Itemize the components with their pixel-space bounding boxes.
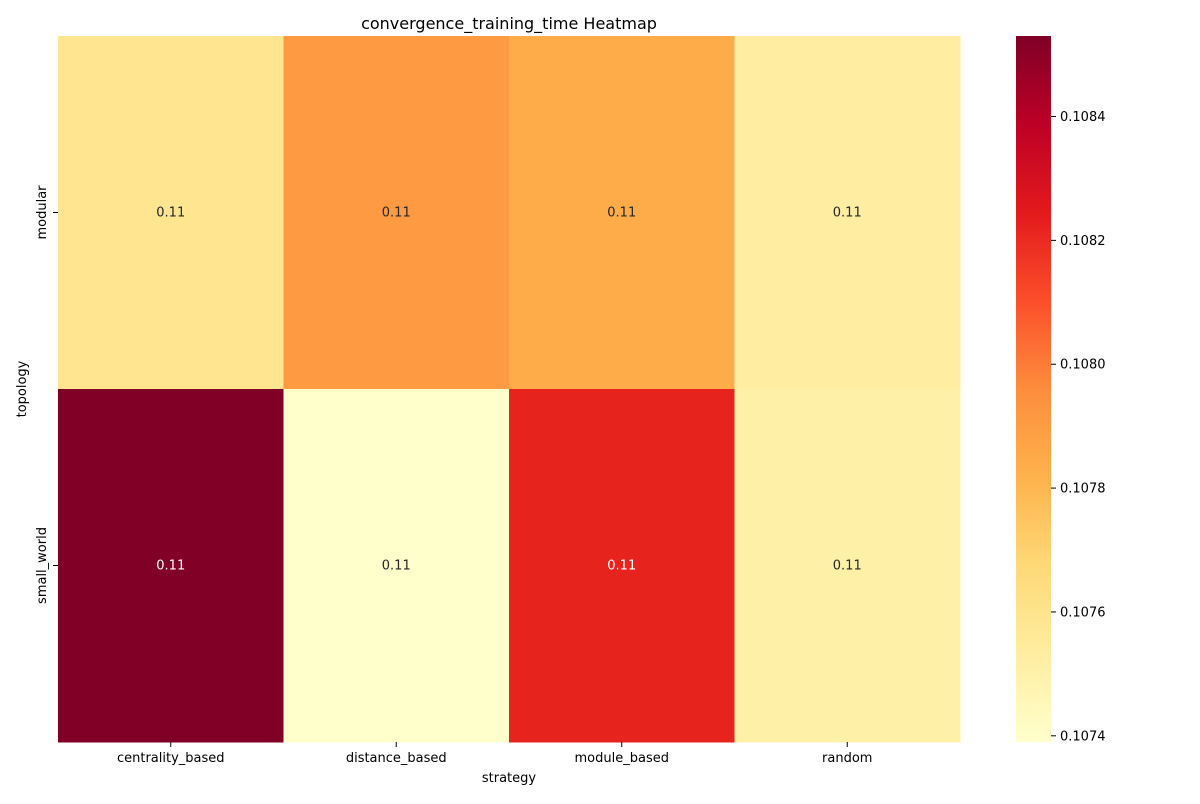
colorbar: 0.1074 0.1076 0.1078 0.1080 0.1082 0.1084: [1016, 36, 1106, 744]
x-tick-label: distance_based: [346, 751, 447, 766]
x-axis-label: strategy: [482, 771, 537, 786]
x-tick-label: random: [822, 751, 872, 766]
heatmap-cell: [734, 389, 961, 743]
chart-title: convergence_training_time Heatmap: [361, 14, 657, 34]
colorbar-tick-label: 0.1084: [1060, 110, 1106, 125]
x-tick-label: centrality_based: [117, 751, 225, 766]
heatmap-cell: [283, 36, 510, 390]
heatmap-cell: [283, 389, 510, 743]
colorbar-tick-label: 0.1074: [1060, 729, 1106, 744]
x-tick-label: module_based: [575, 751, 669, 766]
cell-annotation: 0.11: [833, 206, 862, 221]
cell-annotation: 0.11: [833, 559, 862, 574]
colorbar-gradient: [1016, 36, 1051, 742]
cell-annotation: 0.11: [382, 559, 411, 574]
heatmap-cell: [58, 389, 284, 743]
cell-annotation: 0.11: [607, 559, 636, 574]
colorbar-tick-label: 0.1082: [1060, 234, 1106, 249]
cell-annotation: 0.11: [607, 206, 636, 221]
y-axis-label: topology: [15, 360, 30, 417]
heatmap-cell: [509, 36, 735, 390]
cell-annotation: 0.11: [382, 206, 411, 221]
colorbar-tick-label: 0.1080: [1060, 358, 1106, 373]
x-axis: centrality_based distance_based module_bas…: [117, 742, 872, 766]
colorbar-tick-label: 0.1078: [1060, 482, 1106, 497]
colorbar-tick-label: 0.1076: [1060, 605, 1106, 620]
y-axis: modular small_world: [35, 185, 58, 604]
y-tick-label: small_world: [35, 527, 50, 604]
cell-annotation: 0.11: [156, 206, 185, 221]
heatmap-cell: [734, 36, 961, 390]
heatmap-cells: 0.11 0.11 0.11 0.11 0.11 0.11 0.11 0.11: [58, 36, 961, 743]
y-tick-label: modular: [35, 185, 50, 240]
heatmap-cell: [58, 36, 284, 390]
cell-annotation: 0.11: [156, 559, 185, 574]
heatmap-cell: [509, 389, 735, 743]
